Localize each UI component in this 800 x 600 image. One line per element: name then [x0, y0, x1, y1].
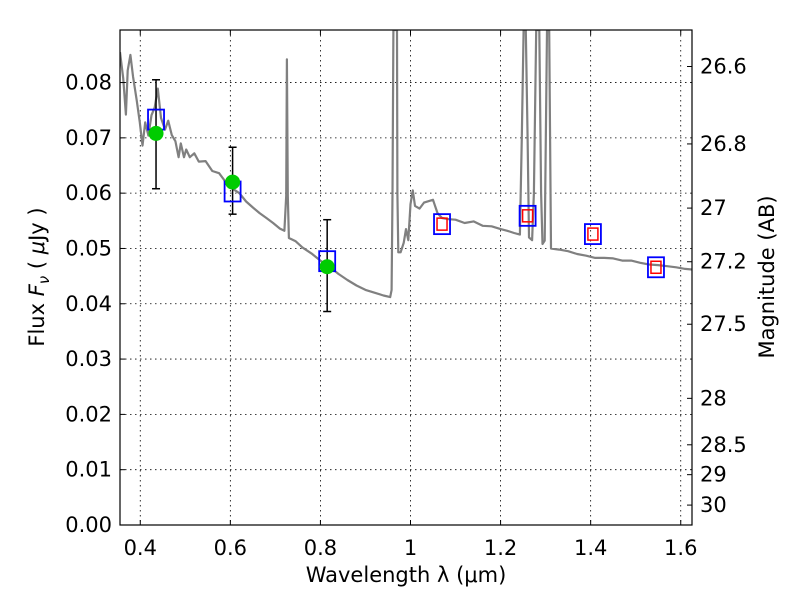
y-tick-label: 0.07 [65, 126, 112, 150]
y-tick-label: 0.04 [65, 292, 112, 316]
upper-limit-marker [587, 227, 599, 241]
x-axis-label: Wavelength λ (μm) [306, 563, 507, 587]
x-tick-label: 0.6 [214, 536, 247, 560]
y-tick-label: 0.00 [65, 513, 112, 537]
y-tick-label: 0.06 [65, 181, 112, 205]
y2-tick-label: 29 [700, 463, 727, 487]
x-tick-label: 0.4 [124, 536, 157, 560]
y2-tick-label: 27.5 [700, 312, 747, 336]
plot-frame [119, 29, 693, 526]
upper-limit-marker [521, 209, 534, 223]
y-axis-label: Flux Fν ( μJy ) [25, 207, 53, 346]
y-tick-label: 0.08 [65, 71, 112, 95]
x-tick-label: 1.2 [484, 536, 517, 560]
model-photometry-marker [584, 223, 602, 245]
x-tick-label: 1.4 [574, 536, 607, 560]
y2-axis-label: Magnitude (AB) [755, 195, 779, 358]
spectrum-line [120, 30, 692, 299]
x-tick-label: 1 [404, 536, 417, 560]
y2-tick-label: 28 [700, 386, 727, 410]
y-axis-label-unit: Jy ) [25, 207, 49, 243]
model-photometry-marker [518, 204, 537, 227]
y-axis-label-paren: ( [25, 254, 49, 276]
y-axis-label-mu: μ [25, 241, 49, 255]
series-layer [120, 30, 692, 313]
y-tick-label: 0.01 [65, 458, 112, 482]
y2-tick-label: 27.2 [700, 250, 747, 274]
y2-tick-label: 26.8 [700, 132, 747, 156]
observed-point [319, 259, 335, 275]
upper-limit-marker [650, 260, 662, 275]
observed-point [225, 174, 241, 190]
x-tick-label: 1.6 [664, 536, 697, 560]
y2-tick-label: 30 [700, 493, 727, 517]
y2-tick-label: 26.6 [700, 55, 747, 79]
y-axis-label-subscript: ν [35, 276, 53, 284]
y-tick-label: 0.03 [65, 347, 112, 371]
grid [120, 30, 692, 526]
model-photometry-marker [647, 256, 665, 279]
model-photometry-marker [433, 213, 451, 236]
observed-point [148, 125, 164, 141]
y-tick-label: 0.05 [65, 236, 112, 260]
y-axis-label-symbol: F [25, 283, 49, 296]
x-tick-label: 0.8 [304, 536, 337, 560]
y-tick-label: 0.02 [65, 402, 112, 426]
y-axis-label-prefix: Flux [25, 296, 49, 346]
upper-limit-marker [436, 217, 448, 231]
ticks: 0.4 0.6 0.8 1 1.2 1.4 1.6 0.00 0.01 0.02 0.03 0.04 0… [65, 30, 747, 560]
y2-tick-label: 28.5 [700, 433, 747, 457]
y2-tick-label: 27 [700, 196, 727, 220]
